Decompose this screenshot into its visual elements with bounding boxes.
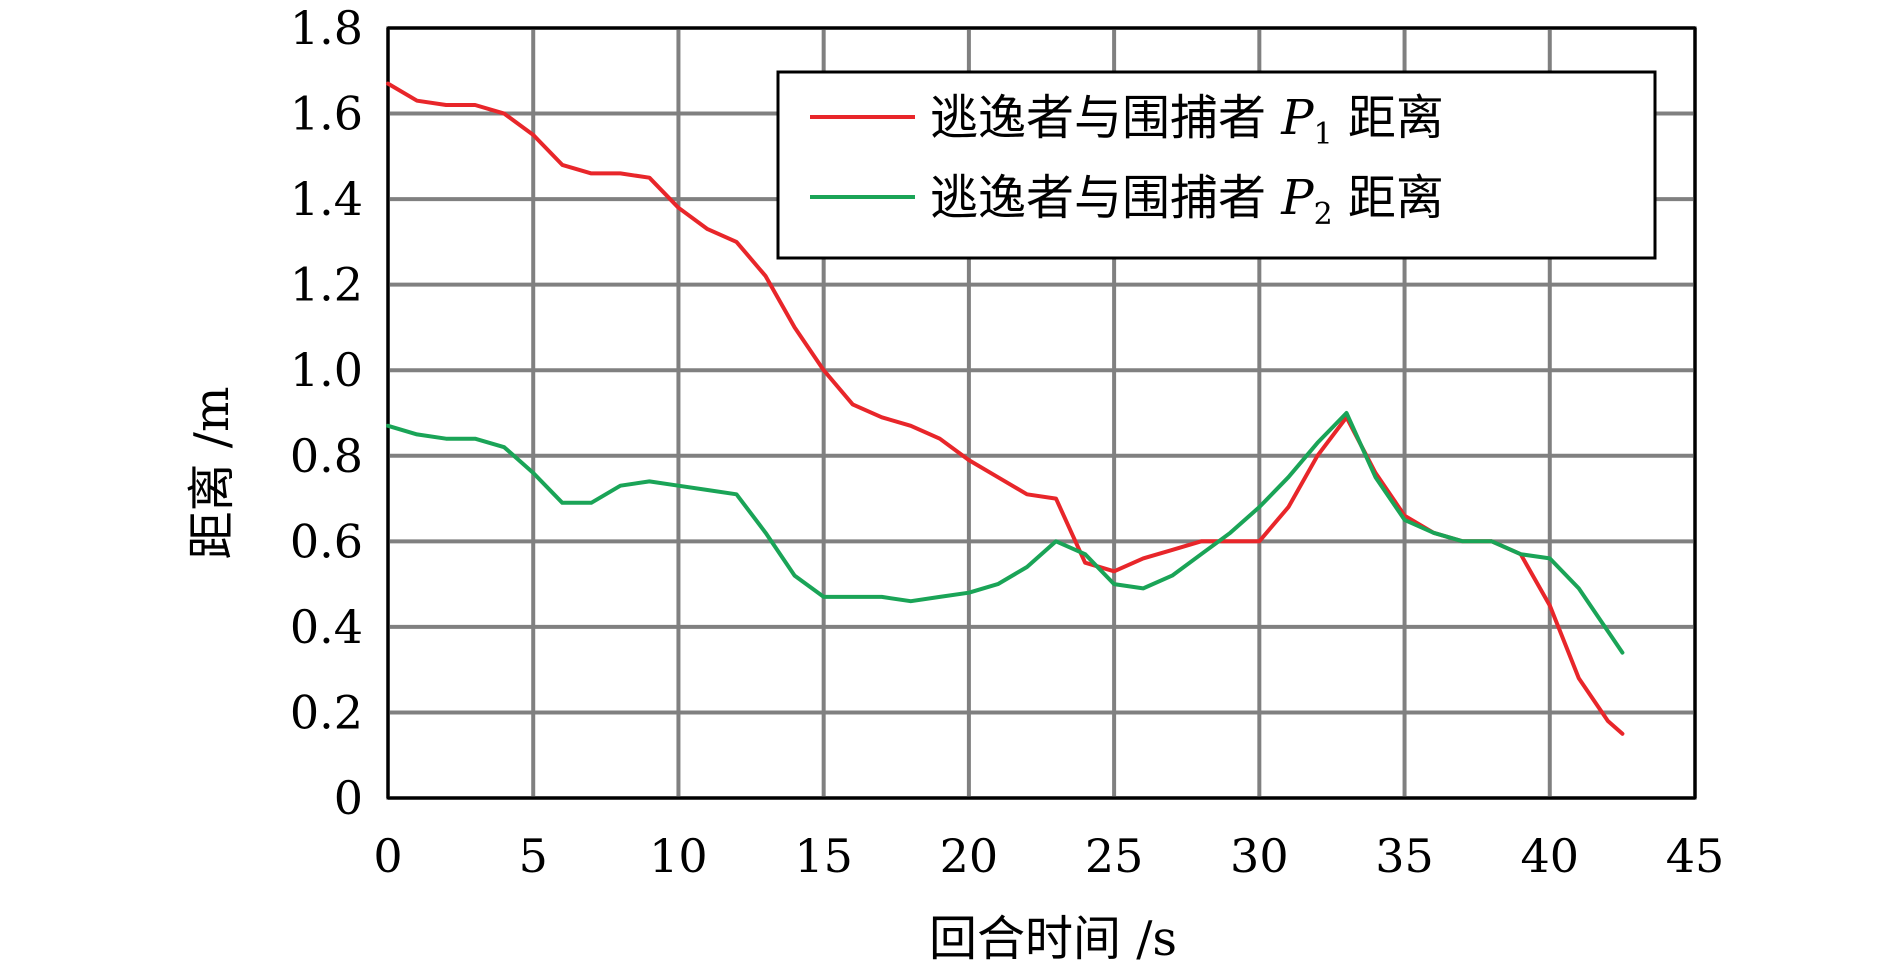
plot-area-frame	[386, 26, 1697, 800]
y-tick-labels: 0 0.2 0.4 0.6 0.8 1.0 1.2 1.4 1.6 1.8	[290, 1, 363, 825]
x-tick-label: 45	[1666, 829, 1725, 883]
x-tick-label: 20	[940, 829, 999, 883]
y-tick-label: 1.2	[290, 258, 363, 312]
x-tick-label: 15	[794, 829, 853, 883]
legend-label-p1: 逃逸者与围捕者 P1 距离	[930, 90, 1444, 152]
x-tick-label: 40	[1521, 829, 1580, 883]
x-tick-label: 25	[1085, 829, 1144, 883]
y-tick-label: 0.8	[290, 429, 363, 483]
series-line-p2	[386, 411, 1625, 655]
x-tick-labels: 0 5 10 15 20 25 30 35 40 45	[373, 829, 1724, 883]
legend-box	[776, 70, 1657, 260]
y-tick-label: 1.0	[290, 343, 363, 397]
y-tick-label: 1.8	[290, 1, 363, 55]
y-tick-label: 0.2	[290, 685, 363, 739]
x-axis-title: 回合时间 /s	[929, 911, 1177, 967]
legend: 逃逸者与围捕者 P1 距离 逃逸者与围捕者 P2 距离	[776, 70, 1657, 260]
y-tick-label: 0.6	[290, 514, 363, 568]
x-tick-label: 5	[519, 829, 548, 883]
legend-entry-p2: 逃逸者与围捕者 P2 距离	[810, 170, 1444, 232]
y-tick-label: 1.4	[290, 172, 363, 226]
y-axis-title: 距离 /m	[184, 387, 240, 560]
series-lines	[386, 81, 1625, 736]
y-tick-label: 1.6	[290, 87, 363, 141]
legend-label-p2: 逃逸者与围捕者 P2 距离	[930, 170, 1444, 232]
x-tick-label: 35	[1375, 829, 1434, 883]
y-tick-label: 0	[334, 771, 363, 825]
x-tick-label: 30	[1230, 829, 1289, 883]
y-tick-label: 0.4	[290, 600, 363, 654]
x-tick-label: 10	[649, 829, 708, 883]
x-tick-label: 0	[373, 829, 402, 883]
legend-entry-p1: 逃逸者与围捕者 P1 距离	[810, 90, 1444, 152]
